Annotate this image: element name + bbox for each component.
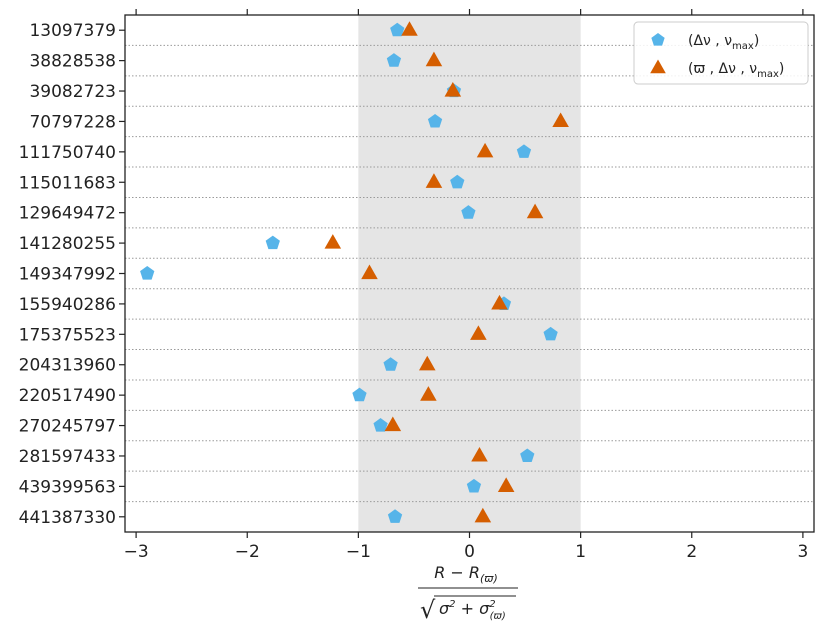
pentagon-point-115011683 bbox=[450, 174, 465, 189]
y-tick-label: 155940286 bbox=[19, 295, 116, 315]
triangle-point-281597433 bbox=[471, 446, 488, 462]
x-tick-label: −3 bbox=[124, 542, 149, 562]
y-tick-label: 439399563 bbox=[19, 477, 116, 497]
shaded-band-layer bbox=[358, 15, 581, 532]
legend-box bbox=[633, 21, 809, 85]
triangle-point-115011683 bbox=[425, 173, 443, 188]
triangle-point-141280255 bbox=[324, 234, 342, 249]
y-tick-label: 281597433 bbox=[19, 447, 116, 467]
y-tick-label: 38828538 bbox=[29, 52, 116, 72]
legend-triangle-icon bbox=[650, 59, 666, 74]
pentagon-point-129649472 bbox=[461, 205, 476, 219]
pentagon-point-38828538 bbox=[386, 53, 402, 67]
y-tick-label: 270245797 bbox=[19, 417, 116, 437]
triangle-point-439399563 bbox=[497, 477, 515, 492]
triangle-point-149347992 bbox=[361, 264, 378, 280]
x-tick-label: 0 bbox=[464, 542, 475, 562]
triangle-point-441387330 bbox=[474, 507, 492, 523]
pentagon-point-270245797 bbox=[373, 418, 388, 432]
triangle-point-175375523 bbox=[470, 325, 487, 340]
triangle-point-70797228 bbox=[552, 112, 569, 128]
y-tick-label: 220517490 bbox=[19, 386, 116, 406]
axes-layer: 13097379 38828538 39082723 70797228 11175074… bbox=[19, 9, 815, 562]
legend: (Δν , νmax) (ϖ , Δν , νmax) bbox=[633, 21, 809, 85]
legend-label: (Δν , νmax) bbox=[688, 33, 759, 52]
y-tick-label: 204313960 bbox=[19, 356, 116, 376]
triangle-point-270245797 bbox=[384, 416, 402, 432]
pentagon-point-220517490 bbox=[352, 387, 367, 402]
y-tick-label: 70797228 bbox=[29, 112, 116, 132]
triangle-point-204313960 bbox=[418, 355, 436, 371]
pentagon-point-111750740 bbox=[516, 144, 532, 158]
x-tick-label: −2 bbox=[235, 542, 260, 562]
pentagon-point-441387330 bbox=[387, 509, 403, 523]
y-tick-label: 111750740 bbox=[19, 143, 116, 163]
y-tick-label: 39082723 bbox=[29, 82, 116, 102]
triangle-point-220517490 bbox=[420, 386, 437, 401]
triangle-point-39082723 bbox=[444, 82, 462, 97]
x-tick-label: 1 bbox=[575, 542, 586, 562]
y-tick-label: 115011683 bbox=[19, 173, 116, 193]
x-tick-label: −1 bbox=[346, 542, 371, 562]
pentagon-point-13097379 bbox=[390, 22, 405, 37]
x-tick-label: 3 bbox=[797, 542, 808, 562]
y-tick-label: 175375523 bbox=[19, 325, 116, 345]
y-tick-label: 149347992 bbox=[19, 265, 116, 285]
pentagon-point-70797228 bbox=[427, 113, 443, 128]
y-tick-label: 441387330 bbox=[19, 508, 116, 528]
legend-pentagon-icon bbox=[651, 33, 665, 46]
y-tick-label: 141280255 bbox=[19, 234, 116, 254]
triangle-point-129649472 bbox=[526, 203, 544, 219]
legend-label: (ϖ , Δν , νmax) bbox=[688, 61, 784, 80]
pentagon-point-149347992 bbox=[140, 266, 155, 280]
pentagon-point-175375523 bbox=[543, 326, 558, 341]
shaded-band bbox=[358, 15, 581, 532]
x-tick-label: 2 bbox=[686, 542, 697, 562]
pentagon-point-204313960 bbox=[383, 357, 398, 371]
triangle-point-155940286 bbox=[491, 294, 508, 310]
triangle-point-13097379 bbox=[401, 21, 418, 36]
pentagon-point-281597433 bbox=[520, 448, 535, 463]
y-tick-label: 13097379 bbox=[29, 21, 116, 41]
y-tick-label: 129649472 bbox=[19, 204, 116, 224]
marks-layer bbox=[140, 21, 569, 523]
triangle-point-111750740 bbox=[476, 142, 494, 158]
triangle-point-38828538 bbox=[425, 51, 443, 67]
x-label-sqrt-sign: √ bbox=[420, 596, 436, 624]
pentagon-point-141280255 bbox=[265, 235, 280, 250]
x-label-denominator: σ2 + σ2 (ϖ) bbox=[439, 599, 506, 622]
x-axis-label: R − R(ϖ) √ σ2 + σ2 (ϖ) bbox=[418, 563, 518, 624]
x-label-numerator: R − R(ϖ) bbox=[434, 563, 498, 585]
pentagon-point-439399563 bbox=[466, 478, 482, 493]
